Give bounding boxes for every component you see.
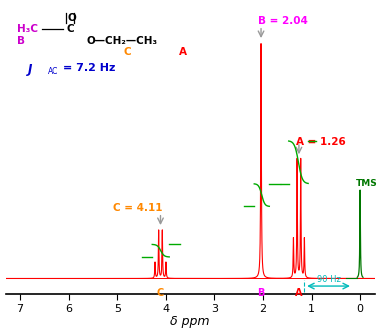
Text: C: C xyxy=(157,288,164,298)
Text: O: O xyxy=(68,13,76,23)
Text: 90 Hz: 90 Hz xyxy=(317,275,341,284)
Text: C = 4.11: C = 4.11 xyxy=(113,203,163,213)
Text: A: A xyxy=(295,288,303,298)
Text: B: B xyxy=(257,288,265,298)
Text: B = 2.04: B = 2.04 xyxy=(258,16,308,26)
Text: AC: AC xyxy=(48,67,58,76)
Text: C: C xyxy=(66,24,74,34)
Text: B: B xyxy=(17,36,25,46)
Text: O—CH₂—CH₃: O—CH₂—CH₃ xyxy=(87,36,158,46)
Text: = 7.2 Hz: = 7.2 Hz xyxy=(63,63,115,73)
Text: TMS: TMS xyxy=(356,178,378,187)
Text: C: C xyxy=(123,47,131,57)
Text: J: J xyxy=(28,63,32,76)
Text: A = 1.26: A = 1.26 xyxy=(296,137,345,147)
X-axis label: δ ppm: δ ppm xyxy=(170,315,210,328)
Text: A: A xyxy=(179,47,187,57)
Text: H₃C: H₃C xyxy=(17,24,38,34)
